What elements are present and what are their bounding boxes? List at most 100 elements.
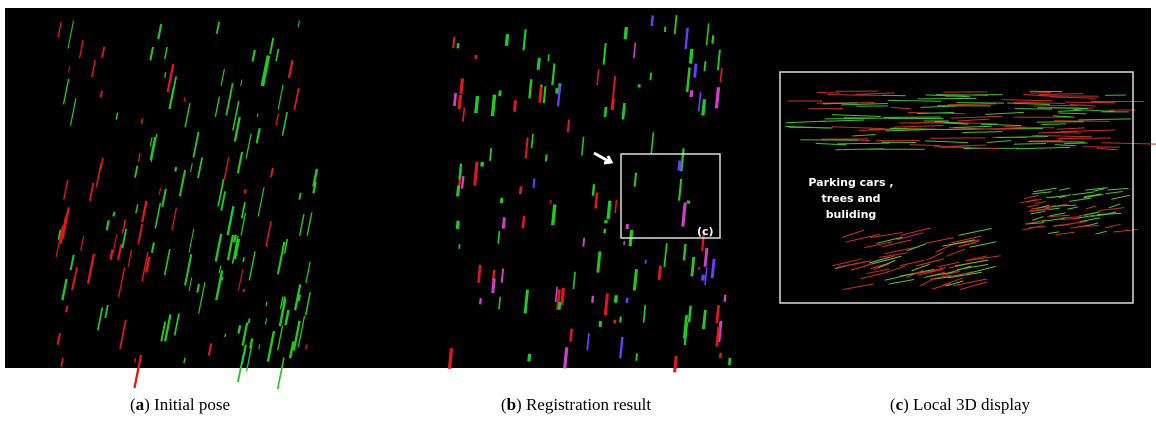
point-streak (546, 155, 547, 162)
point-streak (636, 353, 637, 360)
point-streak (691, 90, 692, 97)
point-streak (501, 198, 502, 203)
point-streak (553, 205, 555, 226)
caption: (c) Local 3D display (890, 395, 1031, 414)
point-streak (66, 306, 67, 312)
point-streak (478, 265, 480, 283)
point-streak (627, 298, 628, 303)
point-streak (565, 347, 567, 368)
point-streak (704, 61, 705, 71)
point-streak (480, 298, 481, 304)
point-streak (175, 167, 176, 171)
annotation-line: trees and (821, 192, 880, 205)
point-streak (650, 73, 651, 81)
point-streak (453, 37, 454, 49)
point-streak (458, 43, 459, 48)
caption: (b) Registration result (501, 395, 651, 414)
caption: (a) Initial pose (130, 395, 230, 414)
point-streak (476, 96, 478, 113)
point-streak (720, 353, 721, 358)
caption-letter: b (507, 395, 516, 414)
point-streak (459, 164, 461, 180)
point-streak (493, 278, 494, 293)
point-streak (593, 184, 594, 196)
point-streak (184, 358, 185, 363)
annotation-line: buliding (826, 208, 877, 221)
point-streak (562, 288, 564, 305)
point-streak (620, 317, 621, 323)
point-streak (245, 189, 246, 193)
point-streak (559, 302, 560, 310)
point-streak (616, 295, 617, 302)
point-streak (695, 64, 696, 78)
point-streak (1015, 109, 1052, 110)
point-streak (457, 221, 458, 229)
point-streak (1030, 93, 1051, 94)
point-streak (514, 100, 515, 112)
point-streak (458, 186, 459, 197)
point-streak (257, 114, 258, 117)
point-streak (605, 107, 606, 117)
point-streak (243, 257, 244, 262)
point-streak (729, 358, 730, 365)
point-streak (523, 216, 524, 228)
point-streak (800, 140, 857, 141)
point-streak (703, 310, 705, 329)
point-streak (1029, 140, 1063, 141)
point-streak (503, 217, 504, 228)
point-streak (684, 244, 686, 260)
point-streak (506, 34, 507, 46)
point-streak (454, 93, 455, 106)
point-streak (703, 275, 704, 281)
point-streak (462, 176, 463, 189)
point-streak (659, 266, 660, 280)
point-streak (249, 318, 250, 323)
caption-text: ) Local 3D display (903, 395, 1030, 414)
zoom-label: (c) (697, 225, 714, 238)
point-streak (529, 354, 530, 361)
point-streak (635, 173, 636, 187)
point-streak (652, 15, 653, 25)
caption-text: ) Registration result (516, 395, 651, 414)
point-streak (716, 87, 718, 108)
point-streak (705, 248, 707, 267)
point-streak (101, 91, 102, 98)
point-streak (817, 92, 840, 93)
point-streak (502, 268, 503, 282)
point-streak (911, 123, 945, 124)
annotation-line: Parking cars , (808, 176, 893, 189)
point-streak (1042, 124, 1066, 125)
point-streak (712, 35, 713, 43)
figure: (c) Parking cars , trees and buliding (a… (0, 0, 1156, 422)
point-streak (500, 90, 501, 96)
point-streak (299, 193, 300, 200)
point-streak (243, 289, 244, 292)
point-streak (449, 348, 451, 368)
point-streak (712, 259, 714, 278)
point-streak (592, 296, 593, 303)
point-streak (141, 119, 142, 124)
point-streak (789, 127, 833, 128)
point-streak (665, 27, 666, 32)
point-streak (113, 212, 114, 217)
point-streak (625, 27, 626, 39)
point-streak (634, 269, 636, 290)
point-streak (608, 201, 610, 220)
point-streak (239, 325, 241, 333)
point-streak (490, 148, 491, 161)
page: (c) Parking cars , trees and buliding (a… (0, 0, 1156, 422)
point-streak (568, 120, 569, 133)
point-streak (266, 302, 267, 306)
point-streak (459, 95, 460, 109)
point-streak (548, 54, 549, 61)
point-streak (689, 306, 691, 323)
point-streak (623, 106, 624, 115)
point-streak (690, 49, 691, 64)
point-streak (583, 238, 584, 247)
point-streak (725, 295, 726, 302)
image-background (5, 8, 1151, 368)
point-streak (520, 186, 521, 194)
point-streak (692, 257, 694, 276)
point-streak (540, 86, 542, 102)
point-streak (557, 88, 558, 93)
